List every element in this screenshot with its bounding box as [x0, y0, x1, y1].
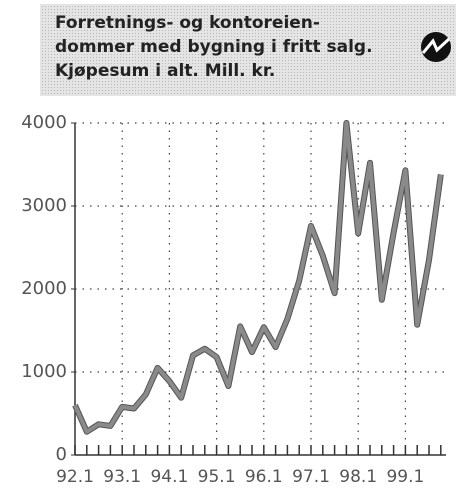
x-tick-label: 93.1	[103, 467, 141, 487]
x-tick-label: 95.1	[198, 467, 236, 487]
x-tick-label: 94.1	[150, 467, 188, 487]
chart-title: Forretnings- og kontoreien-	[55, 13, 320, 33]
data-line	[73, 121, 443, 434]
y-tick-label: 0	[56, 444, 67, 465]
logo	[421, 32, 451, 62]
x-tick-label: 96.1	[245, 467, 283, 487]
x-tick-label: 97.1	[292, 467, 330, 487]
y-tick-label: 1000	[21, 361, 67, 382]
x-tick-label: 92.1	[56, 467, 94, 487]
title-box	[40, 4, 456, 96]
y-tick-label: 3000	[21, 195, 67, 216]
chart-title: Kjøpesum i alt. Mill. kr.	[55, 61, 275, 81]
y-tick-label: 2000	[21, 278, 67, 299]
x-tick-label: 99.1	[386, 467, 424, 487]
x-tick-label: 98.1	[339, 467, 377, 487]
chart-title: dommer med bygning i fritt salg.	[55, 37, 373, 57]
y-tick-label: 4000	[21, 112, 67, 133]
